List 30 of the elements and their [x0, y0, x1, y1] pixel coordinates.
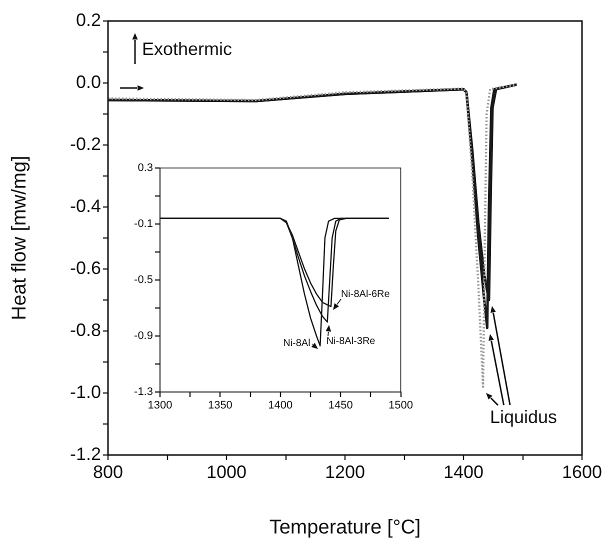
y-axis-title: Heat flow [mw/mg]: [8, 156, 31, 320]
y-tick-label: -0.2: [70, 134, 101, 154]
y-tick-label: -1.0: [70, 382, 101, 402]
x-tick-label: 1350: [208, 400, 232, 412]
x-tick-label: 1450: [328, 400, 353, 412]
y-tick-label: -0.9: [134, 330, 153, 342]
y-tick-label: -0.5: [134, 274, 153, 286]
y-tick-label: -0.4: [70, 196, 101, 216]
x-tick-label: 1000: [206, 462, 247, 482]
x-tick-label: 1400: [268, 400, 293, 412]
annotation: Liquidus: [490, 407, 558, 428]
x-tick-label: 1200: [324, 462, 366, 482]
x-tick-label: 1500: [388, 400, 414, 412]
series-label: Ni-8Al-6Re: [340, 288, 390, 300]
y-tick-label: -1.2: [70, 444, 101, 464]
y-tick-label: -0.6: [70, 258, 101, 278]
x-tick-label: 1300: [148, 400, 172, 412]
y-tick-label: -0.8: [70, 320, 101, 340]
x-tick-label: 1400: [443, 462, 484, 482]
annotation: Exothermic: [142, 39, 232, 60]
x-axis-title: Temperature [°C]: [269, 516, 421, 539]
series-label: Ni-8Al: [283, 338, 310, 349]
y-tick-label: 0.2: [76, 10, 101, 30]
x-tick-label: 1600: [562, 462, 602, 482]
x-tick-label: 800: [92, 462, 124, 482]
y-tick-label: -1.3: [134, 386, 153, 398]
y-tick-label: 0.0: [76, 72, 101, 92]
legend-label: Ni-8Al-3Re: [326, 336, 376, 347]
y-tick-label: -0.1: [134, 218, 153, 230]
y-tick-label: 0.3: [138, 162, 153, 174]
